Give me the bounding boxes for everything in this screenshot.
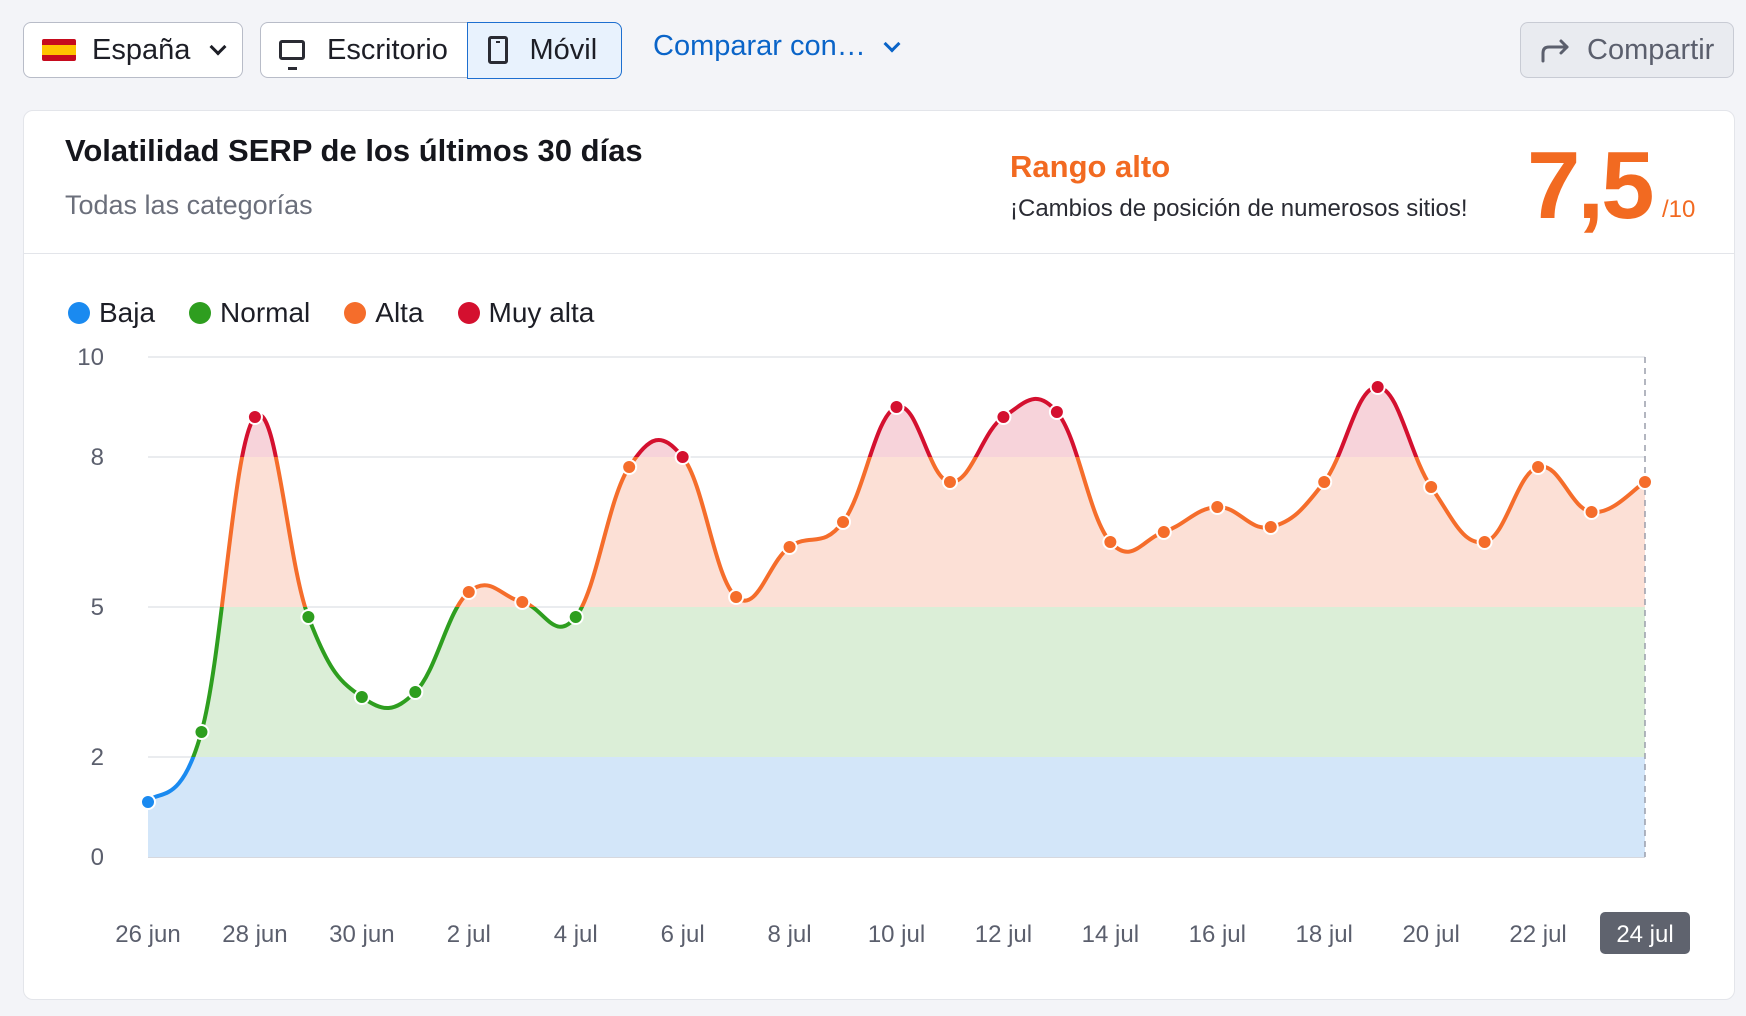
volatility-score: 7,5	[1527, 132, 1654, 239]
data-point[interactable]	[567, 609, 584, 625]
data-point[interactable]	[781, 539, 798, 555]
data-point[interactable]	[407, 684, 424, 700]
data-point[interactable]	[1316, 474, 1333, 490]
x-tick-label[interactable]: 20 jul	[1402, 921, 1459, 948]
selected-date-badge	[1600, 912, 1690, 954]
share-button[interactable]: Compartir	[1520, 22, 1734, 78]
data-point[interactable]	[1155, 524, 1172, 540]
band-fill-baja	[148, 757, 1645, 857]
data-point[interactable]	[246, 409, 263, 425]
data-point[interactable]	[140, 794, 156, 810]
x-tick-label[interactable]: 30 jun	[329, 921, 394, 948]
card-title: Volatilidad SERP de los últimos 30 días	[65, 133, 643, 168]
data-point[interactable]	[674, 449, 691, 465]
band-fill-alta	[148, 457, 1645, 607]
device-desktop-button[interactable]: Escritorio	[261, 23, 468, 77]
card-subtitle: Todas las categorías	[65, 190, 313, 220]
data-point[interactable]	[1262, 519, 1279, 535]
x-tick-label[interactable]: 18 jul	[1296, 921, 1353, 948]
legend-dot	[189, 302, 212, 324]
range-description: ¡Cambios de posición de numerosos sitios…	[1010, 195, 1468, 222]
share-arrow-icon	[1541, 39, 1569, 63]
y-tick-label: 2	[91, 744, 104, 771]
x-tick-label[interactable]: 22 jul	[1509, 921, 1566, 948]
band-fill-normal	[148, 607, 1645, 757]
x-tick-label-selected[interactable]: 24 jul	[1616, 921, 1673, 948]
compare-label: Comparar con…	[653, 30, 866, 62]
data-point[interactable]	[1530, 459, 1547, 475]
volatility-chart: 0 2 5 8 10 26 jun 28 jun 30 jun 2 jul 4 jul 6 jul 8…	[77, 344, 1690, 954]
spain-flag-icon	[42, 39, 76, 61]
x-tick-label[interactable]: 26 jun	[115, 921, 180, 948]
data-point[interactable]	[1637, 474, 1653, 490]
data-point[interactable]	[1102, 534, 1119, 550]
legend-item-baja[interactable]: Baja	[68, 297, 155, 329]
volatility-card: Volatilidad SERP de los últimos 30 días …	[23, 110, 1735, 1000]
data-point[interactable]	[941, 474, 958, 490]
legend-label: Muy alta	[488, 297, 595, 328]
legend-item-normal[interactable]: Normal	[189, 297, 310, 329]
legend-item-muy-alta[interactable]: Muy alta	[457, 297, 595, 329]
data-point[interactable]	[995, 409, 1012, 425]
y-tick-label: 5	[91, 594, 104, 621]
data-point[interactable]	[835, 514, 852, 530]
y-tick-label: 8	[91, 444, 104, 471]
legend-dot	[68, 302, 90, 324]
phone-icon	[487, 36, 508, 64]
range-label: Rango alto	[1010, 149, 1171, 184]
x-tick-label[interactable]: 2 jul	[447, 921, 491, 948]
chart-legend: Baja Normal Alta Muy alta	[68, 297, 628, 329]
legend-label: Normal	[220, 297, 311, 328]
y-tick-label: 10	[77, 344, 104, 371]
x-tick-label[interactable]: 8 jul	[768, 921, 812, 948]
legend-dot	[457, 302, 480, 324]
data-point[interactable]	[514, 594, 531, 610]
legend-dot	[344, 302, 367, 324]
data-point[interactable]	[728, 589, 745, 605]
data-point[interactable]	[1209, 499, 1226, 515]
card-header: Volatilidad SERP de los últimos 30 días …	[24, 111, 1734, 254]
legend-label: Baja	[99, 297, 156, 328]
x-tick-label[interactable]: 14 jul	[1082, 921, 1139, 948]
device-toggle: Escritorio Móvil	[260, 21, 622, 79]
x-tick-label[interactable]: 16 jul	[1189, 921, 1246, 948]
legend-label: Alta	[375, 297, 424, 328]
x-tick-label[interactable]: 12 jul	[975, 921, 1032, 948]
series-line-normal	[190, 607, 584, 757]
chevron-down-icon	[209, 38, 227, 56]
compare-dropdown[interactable]: Comparar con…	[653, 30, 901, 63]
x-tick-label[interactable]: 6 jul	[661, 921, 705, 948]
data-point[interactable]	[193, 724, 210, 740]
data-point[interactable]	[1423, 479, 1440, 495]
monitor-icon	[279, 40, 305, 70]
data-point[interactable]	[1583, 504, 1600, 520]
data-point[interactable]	[888, 399, 905, 415]
data-point[interactable]	[621, 459, 638, 475]
x-tick-label[interactable]: 10 jul	[868, 921, 925, 948]
legend-item-alta[interactable]: Alta	[344, 297, 424, 329]
data-point[interactable]	[1048, 404, 1065, 420]
x-tick-label[interactable]: 4 jul	[554, 921, 598, 948]
data-point[interactable]	[300, 609, 317, 625]
x-tick-label[interactable]: 28 jun	[222, 921, 287, 948]
share-label: Compartir	[1587, 33, 1715, 66]
data-point[interactable]	[1369, 379, 1386, 395]
y-tick-label: 0	[91, 844, 104, 871]
data-point[interactable]	[460, 584, 477, 600]
device-mobile-label: Móvil	[529, 33, 598, 66]
country-select[interactable]: España	[23, 22, 243, 78]
toolbar: España Escritorio Móvil Comparar con… Co…	[0, 0, 1746, 100]
chevron-down-icon	[883, 35, 901, 52]
device-mobile-button[interactable]: Móvil	[466, 21, 622, 79]
volatility-score-max: /10	[1662, 196, 1696, 223]
series-line-alta	[219, 457, 1647, 607]
device-desktop-label: Escritorio	[327, 33, 448, 66]
country-label: España	[92, 33, 191, 66]
data-point[interactable]	[353, 689, 370, 705]
data-point[interactable]	[1476, 534, 1493, 550]
